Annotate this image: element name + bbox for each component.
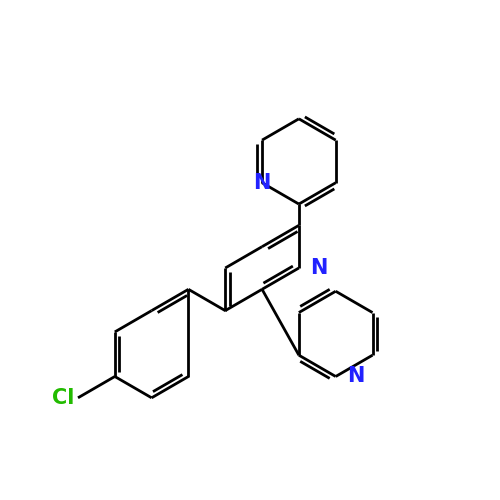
Text: Cl: Cl — [52, 388, 74, 408]
Text: N: N — [348, 366, 364, 386]
Text: N: N — [310, 258, 328, 278]
Text: N: N — [254, 172, 271, 193]
